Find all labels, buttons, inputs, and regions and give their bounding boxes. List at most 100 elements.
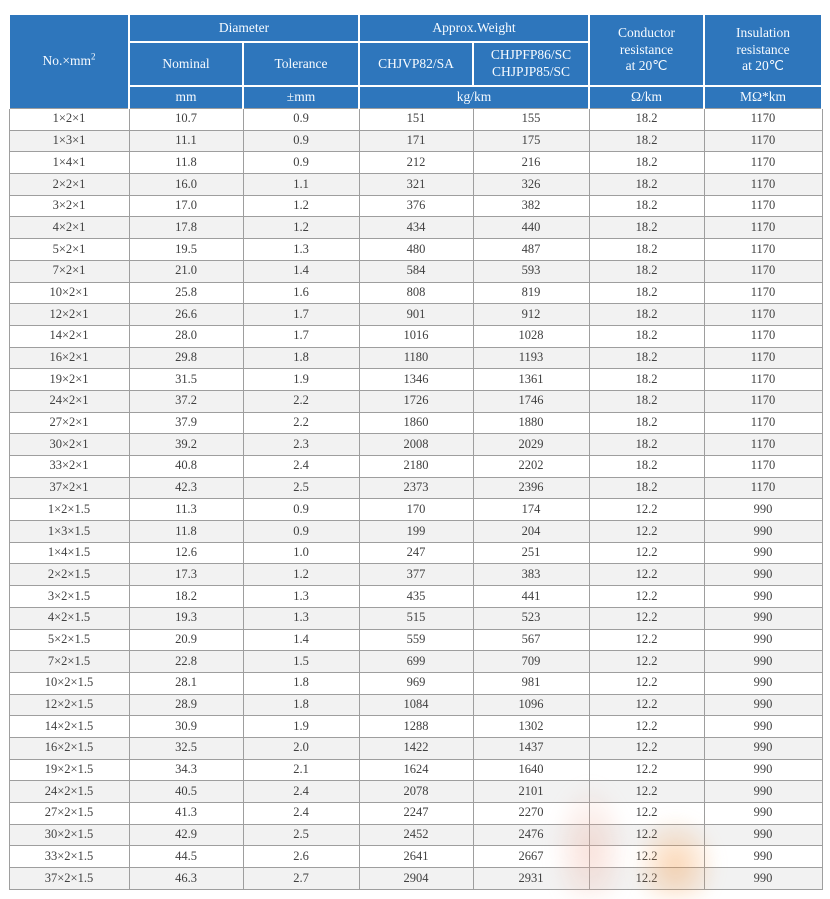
table-cell: 1288 xyxy=(358,715,474,738)
table-cell: 523 xyxy=(472,606,590,630)
table-cell: 1.0 xyxy=(242,541,360,565)
table-cell: 17.0 xyxy=(128,194,244,218)
table-cell: 18.2 xyxy=(588,303,705,326)
table-row: 30×2×1.5 42.9 2.5 2452 2476 12.2 990 xyxy=(8,823,823,847)
table-row: 14×2×1.5 30.9 1.9 1288 1302 12.2 990 xyxy=(8,715,823,738)
table-cell: 12.2 xyxy=(588,758,705,782)
table-cell: 709 xyxy=(472,650,590,673)
table-cell: 1.8 xyxy=(242,346,360,370)
table-cell: 584 xyxy=(358,259,474,283)
table-row: 14×2×1 28.0 1.7 1016 1028 18.2 1170 xyxy=(8,324,823,348)
table-cell: 12.2 xyxy=(588,606,705,630)
table-cell: 1170 xyxy=(703,216,823,240)
table-cell: 1×2×1 xyxy=(8,108,130,131)
table-cell: 990 xyxy=(703,650,823,673)
table-row: 16×2×1.5 32.5 2.0 1422 1437 12.2 990 xyxy=(8,736,823,760)
table-cell: 16×2×1 xyxy=(8,346,130,370)
table-cell: 1170 xyxy=(703,324,823,348)
table-cell: 155 xyxy=(472,108,590,131)
table-cell: 0.9 xyxy=(242,129,360,153)
cable-spec-table: No.×mm2 Diameter Approx.Weight Conductor… xyxy=(8,13,824,890)
table-cell: 5×2×1.5 xyxy=(8,628,130,652)
table-row: 19×2×1.5 34.3 2.1 1624 1640 12.2 990 xyxy=(8,758,823,782)
table-cell: 18.2 xyxy=(588,389,705,413)
table-cell: 1×4×1.5 xyxy=(8,541,130,565)
table-cell: 40.5 xyxy=(128,780,244,803)
table-cell: 27×2×1 xyxy=(8,411,130,435)
table-cell: 12×2×1.5 xyxy=(8,693,130,717)
table-row: 5×2×1.5 20.9 1.4 559 567 12.2 990 xyxy=(8,628,823,652)
table-cell: 10×2×1 xyxy=(8,281,130,305)
table-body: 1×2×1 10.7 0.9 151 155 18.2 1170 1×3×1 11.1 0.9 17… xyxy=(8,108,823,890)
table-cell: 2.5 xyxy=(242,476,360,500)
col-header-nominal: Nominal xyxy=(128,41,244,87)
table-cell: 216 xyxy=(472,151,590,175)
table-row: 33×2×1.5 44.5 2.6 2641 2667 12.2 990 xyxy=(8,845,823,869)
table-row: 7×2×1.5 22.8 1.5 699 709 12.2 990 xyxy=(8,650,823,673)
table-cell: 41.3 xyxy=(128,802,244,825)
table-cell: 2008 xyxy=(358,433,474,456)
table-cell: 434 xyxy=(358,216,474,240)
table-cell: 1170 xyxy=(703,129,823,153)
table-row: 30×2×1 39.2 2.3 2008 2029 18.2 1170 xyxy=(8,433,823,456)
table-cell: 1170 xyxy=(703,346,823,370)
table-cell: 12.2 xyxy=(588,693,705,717)
table-cell: 990 xyxy=(703,563,823,587)
table-cell: 4×2×1.5 xyxy=(8,606,130,630)
col-header-tolerance: Tolerance xyxy=(241,41,361,87)
table-cell: 326 xyxy=(472,173,590,196)
table-cell: 2.2 xyxy=(242,411,360,435)
table-cell: 2452 xyxy=(358,823,474,847)
table-cell: 382 xyxy=(472,194,590,218)
table-cell: 1096 xyxy=(472,693,590,717)
table-cell: 1860 xyxy=(358,411,474,435)
table-cell: 2.3 xyxy=(242,433,360,456)
table-cell: 11.3 xyxy=(128,498,244,522)
table-cell: 1028 xyxy=(472,324,590,348)
table-cell: 30.9 xyxy=(128,715,244,738)
table-cell: 1.4 xyxy=(242,259,360,283)
table-cell: 1×3×1.5 xyxy=(8,520,130,543)
table-cell: 435 xyxy=(358,585,474,608)
table-cell: 18.2 xyxy=(588,476,705,500)
table-row: 1×3×1.5 11.8 0.9 199 204 12.2 990 xyxy=(8,520,823,543)
table-cell: 912 xyxy=(472,303,590,326)
table-cell: 377 xyxy=(358,563,474,587)
table-cell: 12.2 xyxy=(588,563,705,587)
table-header: No.×mm2 Diameter Approx.Weight Conductor… xyxy=(8,13,824,109)
table-row: 5×2×1 19.5 1.3 480 487 18.2 1170 xyxy=(8,238,823,261)
table-cell: 20.9 xyxy=(128,628,244,652)
table-cell: 2270 xyxy=(472,802,590,825)
table-cell: 18.2 xyxy=(588,324,705,348)
table-row: 4×2×1.5 19.3 1.3 515 523 12.2 990 xyxy=(8,606,823,630)
table-cell: 1.7 xyxy=(242,303,360,326)
table-cell: 2×2×1 xyxy=(8,173,130,196)
table-cell: 12.2 xyxy=(588,736,705,760)
table-row: 33×2×1 40.8 2.4 2180 2202 18.2 1170 xyxy=(8,455,823,478)
table-cell: 1.8 xyxy=(242,693,360,717)
table-cell: 22.8 xyxy=(128,650,244,673)
table-row: 10×2×1 25.8 1.6 808 819 18.2 1170 xyxy=(8,281,823,305)
table-cell: 18.2 xyxy=(588,368,705,391)
table-cell: 3×2×1.5 xyxy=(8,585,130,608)
table-cell: 12.2 xyxy=(588,867,705,890)
table-cell: 4×2×1 xyxy=(8,216,130,240)
table-cell: 1.5 xyxy=(242,650,360,673)
table-cell: 0.9 xyxy=(242,151,360,175)
table-cell: 1.4 xyxy=(242,628,360,652)
table-cell: 819 xyxy=(472,281,590,305)
table-cell: 1361 xyxy=(472,368,590,391)
table-cell: 2641 xyxy=(358,845,474,869)
table-cell: 901 xyxy=(358,303,474,326)
table-cell: 24×2×1 xyxy=(8,389,130,413)
table-row: 10×2×1.5 28.1 1.8 969 981 12.2 990 xyxy=(8,671,823,695)
table-cell: 18.2 xyxy=(588,151,705,175)
table-cell: 12.2 xyxy=(588,802,705,825)
col-header-size: No.×mm2 xyxy=(8,13,130,109)
table-cell: 18.2 xyxy=(588,129,705,153)
table-cell: 37.9 xyxy=(128,411,244,435)
table-cell: 2904 xyxy=(358,867,474,890)
table-cell: 18.2 xyxy=(588,281,705,305)
table-cell: 40.8 xyxy=(128,455,244,478)
